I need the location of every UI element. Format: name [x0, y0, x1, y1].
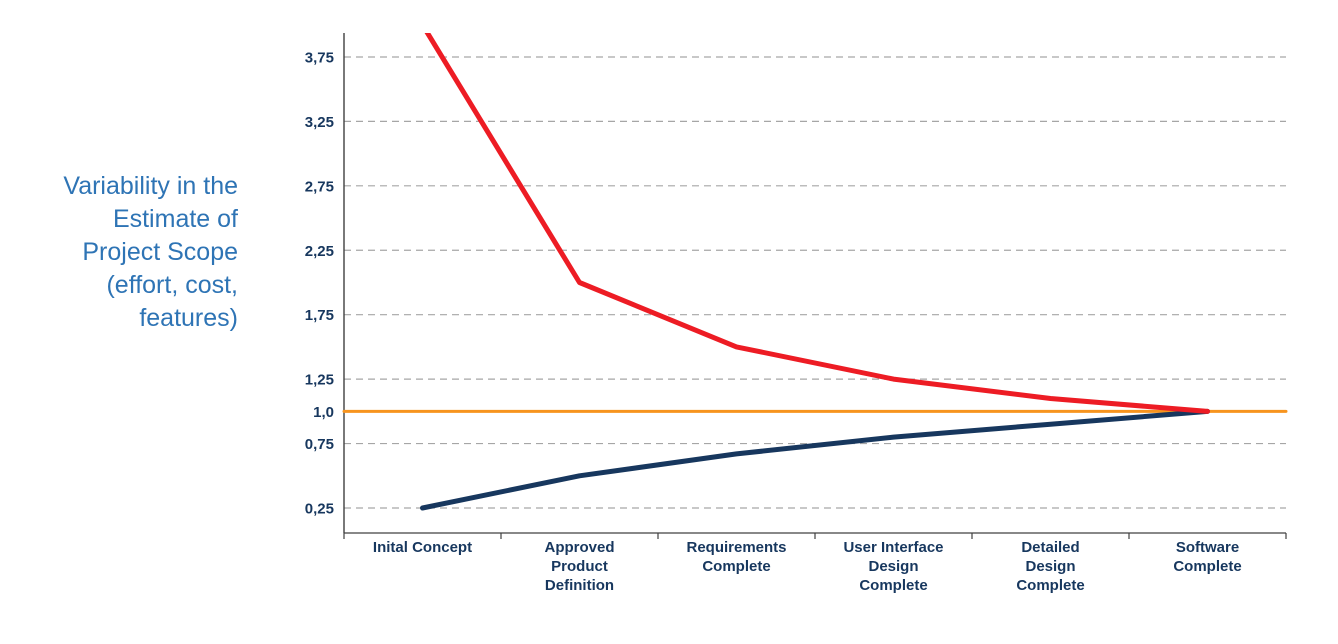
y-tick-label: 1,25	[305, 372, 334, 389]
y-tick-label: 3,75	[305, 49, 334, 66]
y-tick-label: 0,75	[305, 436, 334, 453]
y-tick-label: 0,25	[305, 501, 334, 518]
y-axis-title: Variability in the Estimate of Project S…	[63, 172, 238, 332]
x-category-label: Approved Product Definition	[544, 539, 614, 594]
x-category-label: Detailed Design Complete	[1016, 539, 1084, 594]
y-tick-label: 1,0	[313, 404, 334, 421]
x-category-label: User Interface Design Complete	[843, 539, 943, 594]
series-line-upper-bound-estimate	[424, 33, 1210, 414]
series-group	[342, 33, 1288, 511]
y-tick-label: 3,25	[305, 114, 334, 131]
x-category-label: Requirements Complete	[686, 539, 786, 575]
y-tick-label: 2,25	[305, 243, 334, 260]
y-tick-label: 1,75	[305, 307, 334, 324]
y-tick-label: 2,75	[305, 178, 334, 195]
x-category-label: Inital Concept	[373, 539, 472, 556]
series-line-lower-bound-estimate	[420, 408, 1210, 511]
x-category-label: Software Complete	[1173, 539, 1241, 575]
